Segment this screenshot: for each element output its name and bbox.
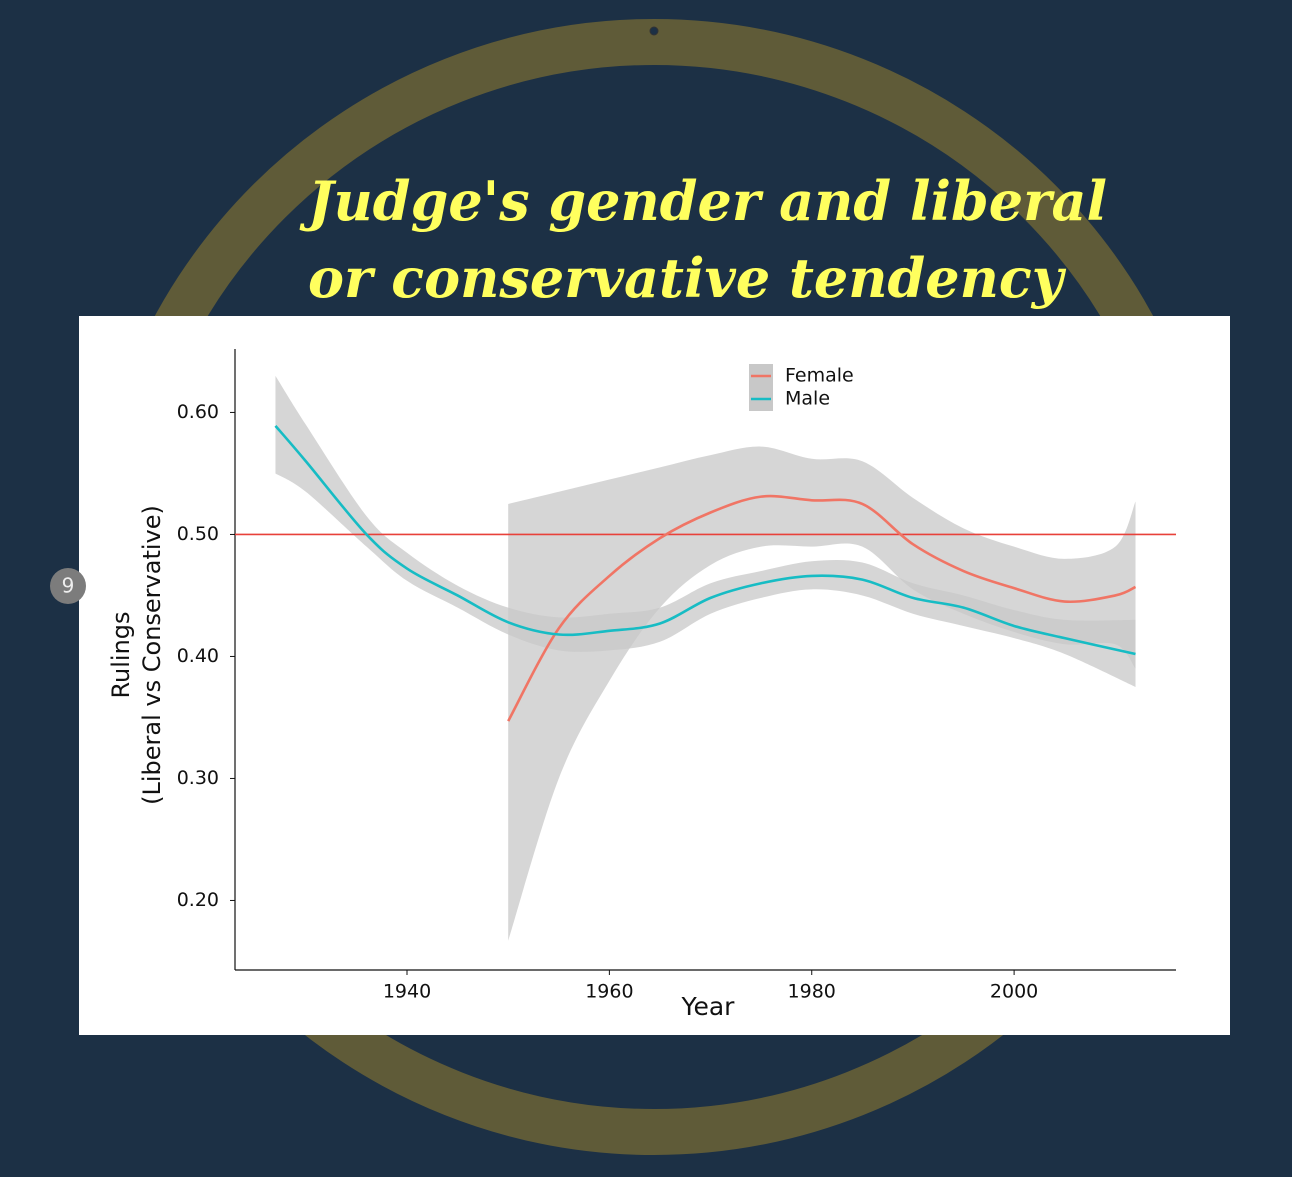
title-line: Judge's gender and liberal: [299, 169, 1107, 233]
slide-badge: [50, 568, 86, 604]
x-tick-label: 2000: [990, 981, 1038, 1003]
x-tick-label: 1940: [383, 981, 431, 1003]
confidence-band: [275, 375, 1136, 687]
y-tick-label: 0.20: [177, 889, 219, 911]
legend-label: Female: [785, 365, 854, 387]
x-axis-title: Year: [681, 992, 736, 1021]
series-line: [274, 425, 1136, 656]
y-tick-label: 0.30: [177, 767, 219, 789]
y-tick-label: 0.40: [177, 645, 219, 667]
x-tick-label: 1980: [788, 981, 836, 1003]
y-axis-title: Rulings: [107, 611, 135, 698]
slide-number: 9: [62, 574, 75, 598]
ring-dot: [649, 26, 659, 36]
y-tick-label: 0.50: [177, 523, 219, 545]
series-line: [507, 494, 1137, 722]
title-line: or conservative tendency: [308, 246, 1067, 310]
legend-label: Male: [785, 388, 830, 410]
y-tick-label: 0.60: [177, 401, 219, 423]
x-tick-label: 1960: [585, 981, 633, 1003]
confidence-band: [508, 446, 1136, 941]
chart-panel: [79, 316, 1230, 1035]
y-axis-title: (Liberal vs Conservative): [138, 505, 166, 805]
